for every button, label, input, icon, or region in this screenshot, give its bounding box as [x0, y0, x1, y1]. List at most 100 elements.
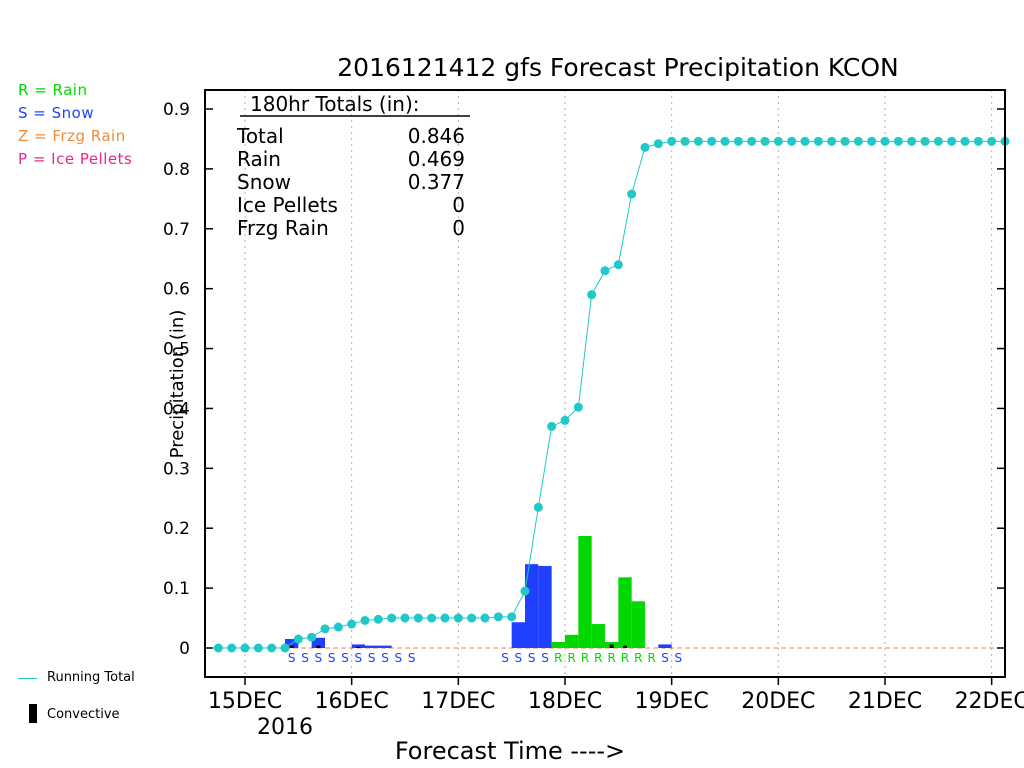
legend-freezing-rain: Z = Frzg Rain [18, 127, 126, 145]
precip-type-marker: S [328, 651, 336, 665]
running-total-point [920, 136, 930, 146]
precip-type-marker: S [288, 651, 296, 665]
precip-type-marker: S [501, 651, 509, 665]
convective-swatch [29, 704, 37, 723]
precip-type-marker: R [621, 651, 629, 665]
precip-type-marker: R [647, 651, 655, 665]
totals-label-snow: Snow [237, 170, 291, 194]
y-tick-label: 0.3 [163, 459, 190, 479]
running-total-point [347, 619, 357, 629]
snow-bar [311, 637, 325, 648]
running-total-point [267, 643, 277, 653]
running-total-point [640, 142, 650, 152]
legend-snow: S = Snow [18, 104, 95, 122]
running-total-point [240, 643, 250, 653]
running-total-point [253, 643, 263, 653]
precip-type-marker: R [567, 651, 575, 665]
running-total-point [427, 613, 437, 623]
precip-type-marker: S [341, 651, 349, 665]
running-total-point [333, 622, 343, 632]
running-total-point [400, 613, 410, 623]
running-total-point [973, 136, 983, 146]
running-total-point [467, 613, 477, 623]
running-total-point [560, 415, 570, 425]
totals-value-rain: 0.469 [408, 147, 465, 171]
x-tick-label-18dec: 18DEC [528, 689, 602, 714]
running-total-point [387, 613, 397, 623]
y-tick-label: 0.7 [163, 220, 190, 240]
x-axis-year: 2016 [257, 715, 313, 740]
convective-bar [623, 645, 627, 648]
legend-ice-pellets: P = Ice Pellets [18, 150, 133, 168]
precip-type-marker: S [408, 651, 416, 665]
running-total-point [893, 136, 903, 146]
totals-value-frzg-rain: 0 [452, 216, 465, 240]
snow-bar [525, 564, 539, 648]
precip-type-marker: S [381, 651, 389, 665]
running-total-point [213, 643, 223, 653]
precip-type-marker: S [515, 651, 523, 665]
snow-bar [351, 644, 365, 648]
running-total-point [320, 624, 330, 634]
x-tick-label-20dec: 20DEC [741, 689, 815, 714]
day-gridlines [244, 90, 993, 677]
running-total-point [413, 613, 423, 623]
rain-bar [551, 642, 565, 648]
rain-bar [591, 624, 605, 648]
x-tick-label-16dec: 16DEC [315, 689, 389, 714]
running-total-point [360, 615, 370, 625]
running-total-point [853, 136, 863, 146]
running-total-point [227, 643, 237, 653]
running-total-point [373, 614, 383, 624]
snow-bar [511, 622, 525, 648]
running-total-point [787, 136, 797, 146]
y-axis-ticks: 0 0.1 0.2 0.3 0.4 0.5 0.6 0.7 0.8 0.9 [163, 100, 1005, 659]
totals-label-frzg-rain: Frzg Rain [237, 216, 329, 240]
y-axis-label: Precipitation (in) [167, 310, 188, 459]
running-total-point [453, 613, 463, 623]
running-total-point [747, 136, 757, 146]
rain-bar [578, 536, 592, 648]
totals-value-ice-pellets: 0 [452, 193, 465, 217]
precip-type-marker: S [315, 651, 323, 665]
snow-bar [378, 645, 392, 648]
totals-label-total: Total [236, 124, 284, 148]
x-tick-label-19dec: 19DEC [635, 689, 709, 714]
totals-header: 180hr Totals (in): [250, 92, 420, 116]
precip-type-marker: S [541, 651, 549, 665]
totals-value-total: 0.846 [408, 124, 465, 148]
running-total-legend-label: Running Total [47, 670, 135, 685]
y-tick-label: 0.9 [163, 100, 190, 120]
running-total-swatch [18, 678, 37, 679]
running-total-point [600, 266, 610, 276]
running-total-point [667, 136, 677, 146]
x-axis-label: Forecast Time ----> [395, 737, 625, 765]
y-tick-label: 0 [179, 639, 190, 659]
totals-label-ice-pellets: Ice Pellets [237, 193, 338, 217]
convective-bar [609, 644, 614, 648]
totals-value-snow: 0.377 [408, 170, 465, 194]
precip-type-marker: S [661, 651, 669, 665]
running-total-point [987, 136, 997, 146]
totals-label-rain: Rain [237, 147, 281, 171]
precip-type-marker: R [634, 651, 642, 665]
y-tick-label: 0.8 [163, 160, 190, 180]
running-total-point [840, 136, 850, 146]
precip-type-marker: S [675, 651, 683, 665]
plot-frame [204, 89, 1006, 678]
snow-bar [658, 644, 672, 648]
snow-bar [538, 565, 552, 648]
running-total-point [960, 136, 970, 146]
running-total-point [693, 136, 703, 146]
snow-bar [365, 645, 379, 648]
convective-bar [356, 646, 361, 648]
precip-type-marker: R [554, 651, 562, 665]
y-tick-label: 0.1 [163, 579, 190, 599]
x-tick-label-15dec: 15DEC [208, 689, 282, 714]
running-total-point [800, 136, 810, 146]
running-total-point [547, 421, 557, 431]
running-total-point [440, 613, 450, 623]
running-total-point [827, 136, 837, 146]
running-total-point [573, 402, 583, 412]
